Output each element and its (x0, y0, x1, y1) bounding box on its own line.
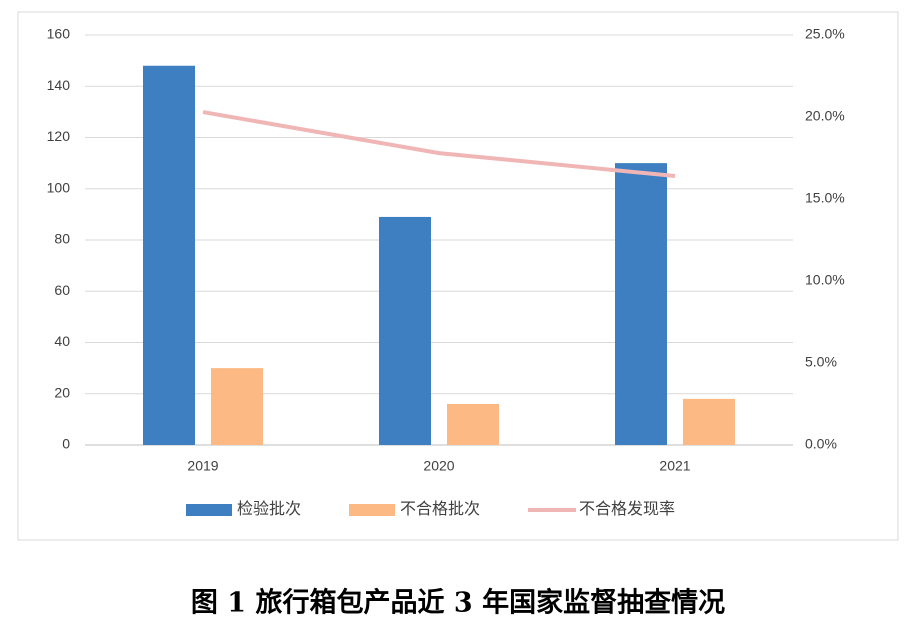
y-tick-label: 80 (54, 231, 70, 247)
y-tick-label: 20 (54, 384, 70, 400)
bar (211, 368, 263, 445)
legend-swatch (186, 504, 232, 516)
legend-swatch (349, 504, 396, 516)
y-tick-label: 100 (47, 179, 71, 195)
chart-caption: 图 1 旅行箱包产品近 3 年国家监督抽查情况 (191, 587, 725, 619)
x-tick-label: 2021 (659, 458, 690, 474)
bar (447, 404, 499, 445)
x-tick-label: 2020 (423, 458, 454, 474)
y-tick-label: 120 (47, 128, 71, 144)
y2-tick-label: 20.0% (805, 108, 845, 124)
y-tick-label: 140 (47, 77, 71, 93)
y-tick-label: 160 (47, 26, 71, 42)
legend-label: 检验批次 (237, 500, 301, 518)
y2-tick-label: 10.0% (805, 272, 845, 288)
bar (615, 163, 667, 445)
legend-label: 不合格批次 (400, 500, 480, 518)
y-tick-label: 0 (62, 436, 70, 452)
legend-label: 不合格发现率 (579, 500, 675, 518)
bar (683, 398, 735, 445)
y2-tick-label: 25.0% (805, 26, 845, 42)
line (202, 110, 676, 179)
y-tick-label: 40 (54, 333, 70, 349)
y-tick-label: 60 (54, 282, 70, 298)
y2-tick-label: 15.0% (805, 190, 845, 206)
bar (379, 216, 431, 445)
y2-tick-label: 0.0% (805, 436, 837, 452)
bar (143, 65, 195, 445)
y2-tick-label: 5.0% (805, 354, 837, 370)
x-tick-label: 2019 (187, 458, 218, 474)
